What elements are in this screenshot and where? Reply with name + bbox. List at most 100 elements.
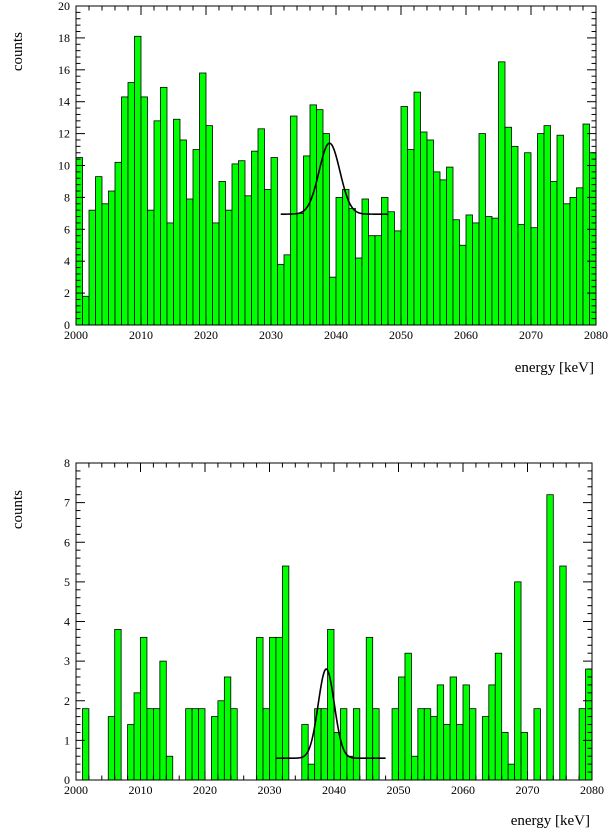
histogram-bin xyxy=(307,763,316,781)
histogram-bin xyxy=(198,708,206,781)
histogram-bin xyxy=(372,708,380,781)
histogram-bin xyxy=(524,152,532,326)
histogram-bin xyxy=(140,96,148,326)
histogram-bin xyxy=(478,133,486,326)
histogram-bin xyxy=(133,692,141,781)
x-tick-label: 2080 xyxy=(584,328,608,342)
histogram-bin xyxy=(511,145,519,326)
histogram-bin xyxy=(400,106,408,326)
histogram-bin xyxy=(426,139,434,326)
histogram-bin xyxy=(346,755,354,781)
histogram-bin xyxy=(498,61,506,326)
histogram-bin xyxy=(576,187,584,326)
histogram-bin xyxy=(165,755,174,781)
x-tick-label: 2000 xyxy=(64,328,88,342)
histogram-bin xyxy=(472,222,480,326)
histogram-bin xyxy=(329,276,337,326)
histogram-bin xyxy=(449,676,457,781)
histogram-bin xyxy=(462,684,470,781)
histogram-bin xyxy=(303,155,311,326)
histogram-bin xyxy=(320,708,328,781)
histogram-bin xyxy=(485,216,493,326)
upper-y-axis-title: counts xyxy=(10,32,26,71)
histogram-bin xyxy=(134,35,142,326)
histogram-bin xyxy=(342,189,350,326)
y-tick-label: 12 xyxy=(58,127,70,141)
histogram-bin xyxy=(387,211,395,326)
histogram-bin xyxy=(257,128,265,326)
x-tick-label: 2050 xyxy=(389,328,413,342)
y-tick-label: 0 xyxy=(64,318,70,332)
histogram-bin xyxy=(459,244,467,326)
lower-y-axis-title: counts xyxy=(10,490,26,529)
histogram-bin xyxy=(465,214,473,326)
histogram-bin xyxy=(404,652,412,781)
histogram-bin xyxy=(212,222,220,326)
histogram-bin xyxy=(296,212,304,326)
histogram-bin xyxy=(186,198,194,326)
histogram-bin xyxy=(433,171,441,326)
upper-fit-curve xyxy=(280,142,388,215)
y-tick-label: 20 xyxy=(58,0,70,13)
histogram-bin xyxy=(335,196,343,326)
y-tick-label: 1 xyxy=(64,733,70,747)
histogram-bin xyxy=(95,176,103,326)
histogram-bin xyxy=(114,161,122,326)
histogram-bin xyxy=(520,732,528,781)
histogram-bin xyxy=(374,235,382,326)
histogram-bin xyxy=(147,209,155,326)
histogram-bin xyxy=(316,109,324,326)
histogram-bin xyxy=(514,581,522,781)
histogram-bin xyxy=(230,708,238,781)
histogram-bin xyxy=(146,708,154,781)
histogram-bin xyxy=(355,257,363,326)
histogram-bin xyxy=(173,118,181,326)
histogram-bin xyxy=(501,732,509,781)
histogram-bin xyxy=(231,163,239,326)
histogram-bin xyxy=(352,708,361,781)
y-tick-label: 16 xyxy=(58,63,70,77)
y-tick-label: 10 xyxy=(58,159,70,173)
x-tick-label: 2020 xyxy=(194,328,218,342)
histogram-bin xyxy=(333,732,341,781)
y-tick-label: 3 xyxy=(64,654,70,668)
histogram-bin xyxy=(179,139,187,326)
histogram-bin xyxy=(348,208,356,326)
y-tick-label: 2 xyxy=(64,694,70,708)
y-tick-label: 5 xyxy=(64,575,70,589)
histogram-bin xyxy=(550,181,558,326)
y-tick-label: 14 xyxy=(58,95,70,109)
histogram-bin xyxy=(407,149,415,326)
histogram-bin xyxy=(469,708,477,781)
histogram-bin xyxy=(211,716,219,781)
histogram-bin xyxy=(262,708,270,781)
histogram-bin xyxy=(283,254,291,326)
histogram-bin xyxy=(423,708,432,781)
histogram-bin xyxy=(578,708,586,781)
histogram-bin xyxy=(504,126,512,326)
histogram-bin xyxy=(546,494,554,781)
histogram-bin xyxy=(530,227,538,326)
histogram-bin xyxy=(391,708,399,781)
histogram-bin xyxy=(166,222,174,326)
histogram-bin xyxy=(218,181,226,326)
y-tick-label: 7 xyxy=(64,496,70,510)
histogram-bin xyxy=(238,160,246,326)
histogram-bin xyxy=(394,230,402,326)
histogram-bin xyxy=(559,565,567,781)
x-tick-label: 2000 xyxy=(64,783,88,797)
upper-bars xyxy=(75,35,597,326)
histogram-bin xyxy=(152,708,161,781)
lower-fit-curve xyxy=(275,668,386,760)
histogram-bin xyxy=(185,708,193,781)
histogram-bin xyxy=(443,724,451,781)
histogram-bin xyxy=(569,196,577,326)
histogram-bin xyxy=(309,104,317,326)
histogram-bin xyxy=(251,150,259,326)
y-tick-label: 8 xyxy=(64,456,70,470)
histogram-bin xyxy=(322,133,330,326)
histogram-bin xyxy=(153,120,161,326)
histogram-bin xyxy=(488,684,496,781)
upper-ticks xyxy=(75,5,597,326)
